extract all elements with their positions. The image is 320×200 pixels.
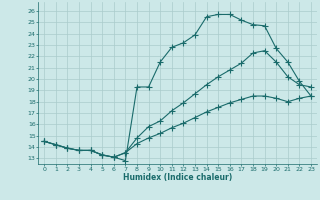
X-axis label: Humidex (Indice chaleur): Humidex (Indice chaleur)	[123, 173, 232, 182]
